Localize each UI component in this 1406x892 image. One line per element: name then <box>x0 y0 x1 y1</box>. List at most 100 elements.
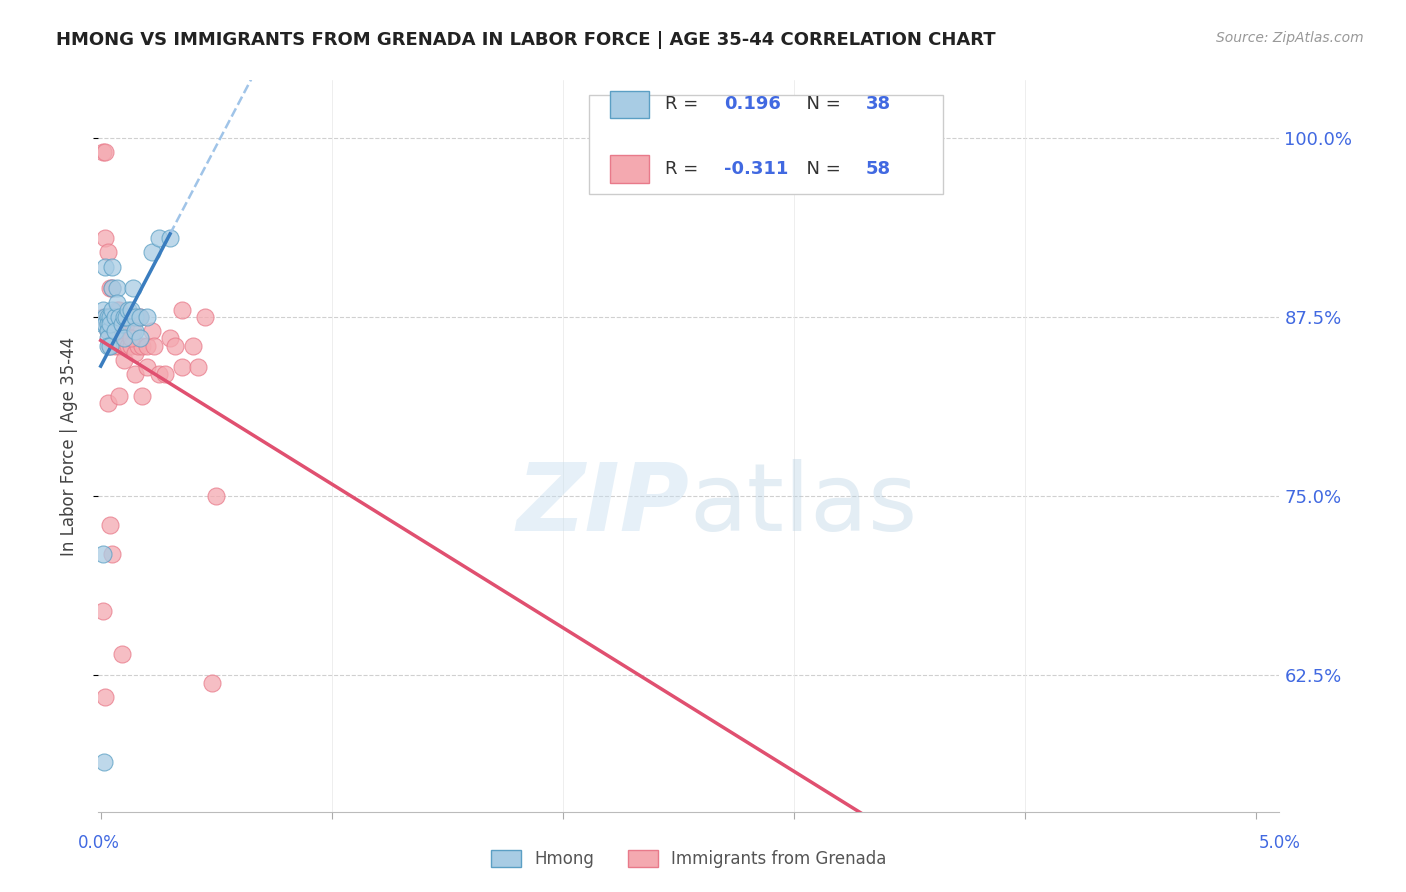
Point <box>112 331 135 345</box>
Point <box>159 231 181 245</box>
Point <box>124 324 146 338</box>
Text: N =: N = <box>796 95 846 113</box>
Point <box>136 360 159 375</box>
Text: HMONG VS IMMIGRANTS FROM GRENADA IN LABOR FORCE | AGE 35-44 CORRELATION CHART: HMONG VS IMMIGRANTS FROM GRENADA IN LABO… <box>56 31 995 49</box>
Point <box>129 331 152 345</box>
Legend: Hmong, Immigrants from Grenada: Hmong, Immigrants from Grenada <box>485 843 893 875</box>
Point <box>170 302 193 317</box>
Point <box>94 260 117 274</box>
Point <box>194 310 217 324</box>
Point <box>141 324 163 338</box>
Point <box>94 310 117 324</box>
Point <box>94 145 117 159</box>
Point <box>181 338 204 352</box>
Point <box>98 281 121 295</box>
Text: ZIP: ZIP <box>516 458 689 550</box>
Point <box>148 231 170 245</box>
Point <box>104 324 127 338</box>
Point <box>91 310 114 324</box>
Point <box>155 368 177 382</box>
Point <box>117 338 139 352</box>
Point <box>91 302 114 317</box>
Point <box>201 675 224 690</box>
Point <box>120 310 142 324</box>
Text: R =: R = <box>665 160 704 178</box>
Text: 58: 58 <box>866 160 891 178</box>
Point <box>117 302 139 317</box>
Point <box>98 317 121 331</box>
Point <box>115 310 138 324</box>
Point <box>97 324 120 338</box>
Point <box>101 260 124 274</box>
Text: 0.196: 0.196 <box>724 95 782 113</box>
Text: 0.0%: 0.0% <box>77 834 120 852</box>
Point <box>101 302 124 317</box>
Point <box>129 310 152 324</box>
Bar <box>589 95 943 194</box>
Point <box>127 338 149 352</box>
Point <box>97 324 120 338</box>
Point <box>97 245 120 260</box>
Point <box>98 310 121 324</box>
Point <box>97 396 120 410</box>
Point <box>108 389 131 403</box>
Point <box>91 547 114 561</box>
Point <box>97 338 120 352</box>
Point <box>112 353 135 368</box>
Point <box>122 281 145 295</box>
Point <box>110 317 132 331</box>
Point <box>136 338 159 352</box>
Point <box>124 310 146 324</box>
Point <box>91 317 114 331</box>
Point <box>97 317 120 331</box>
Point <box>170 360 193 375</box>
Point <box>98 517 121 532</box>
Point <box>101 281 124 295</box>
Point <box>108 310 131 324</box>
Point <box>112 310 135 324</box>
Point <box>98 338 121 352</box>
Point <box>110 647 132 661</box>
Point <box>159 331 181 345</box>
Point <box>120 331 142 345</box>
Point <box>110 324 132 338</box>
Point <box>115 317 138 331</box>
Point <box>105 302 128 317</box>
Y-axis label: In Labor Force | Age 35-44: In Labor Force | Age 35-44 <box>59 336 77 556</box>
Point <box>108 338 131 352</box>
Point <box>142 338 165 352</box>
Point <box>104 317 127 331</box>
Point <box>112 338 135 352</box>
Point <box>101 310 124 324</box>
Text: Source: ZipAtlas.com: Source: ZipAtlas.com <box>1216 31 1364 45</box>
Point <box>91 604 114 618</box>
Point <box>141 245 163 260</box>
Point <box>131 338 153 352</box>
Point <box>187 360 209 375</box>
Text: atlas: atlas <box>689 458 917 550</box>
Point <box>101 281 124 295</box>
Point <box>136 310 159 324</box>
Point <box>124 368 146 382</box>
Point <box>120 338 142 352</box>
Point <box>112 310 135 324</box>
Point <box>122 324 145 338</box>
Bar <box>610 90 648 119</box>
Point <box>94 231 117 245</box>
Point <box>98 310 121 324</box>
Text: 5.0%: 5.0% <box>1258 834 1301 852</box>
Point <box>105 324 128 338</box>
Point <box>127 310 149 324</box>
Point <box>148 368 170 382</box>
Point <box>98 338 121 352</box>
Text: N =: N = <box>796 160 846 178</box>
Point <box>129 310 152 324</box>
Point <box>97 310 120 324</box>
Point <box>108 302 131 317</box>
Point <box>105 295 128 310</box>
Point <box>163 338 186 352</box>
Point <box>104 310 127 324</box>
Point <box>104 338 127 352</box>
Point <box>94 310 117 324</box>
Text: R =: R = <box>665 95 704 113</box>
